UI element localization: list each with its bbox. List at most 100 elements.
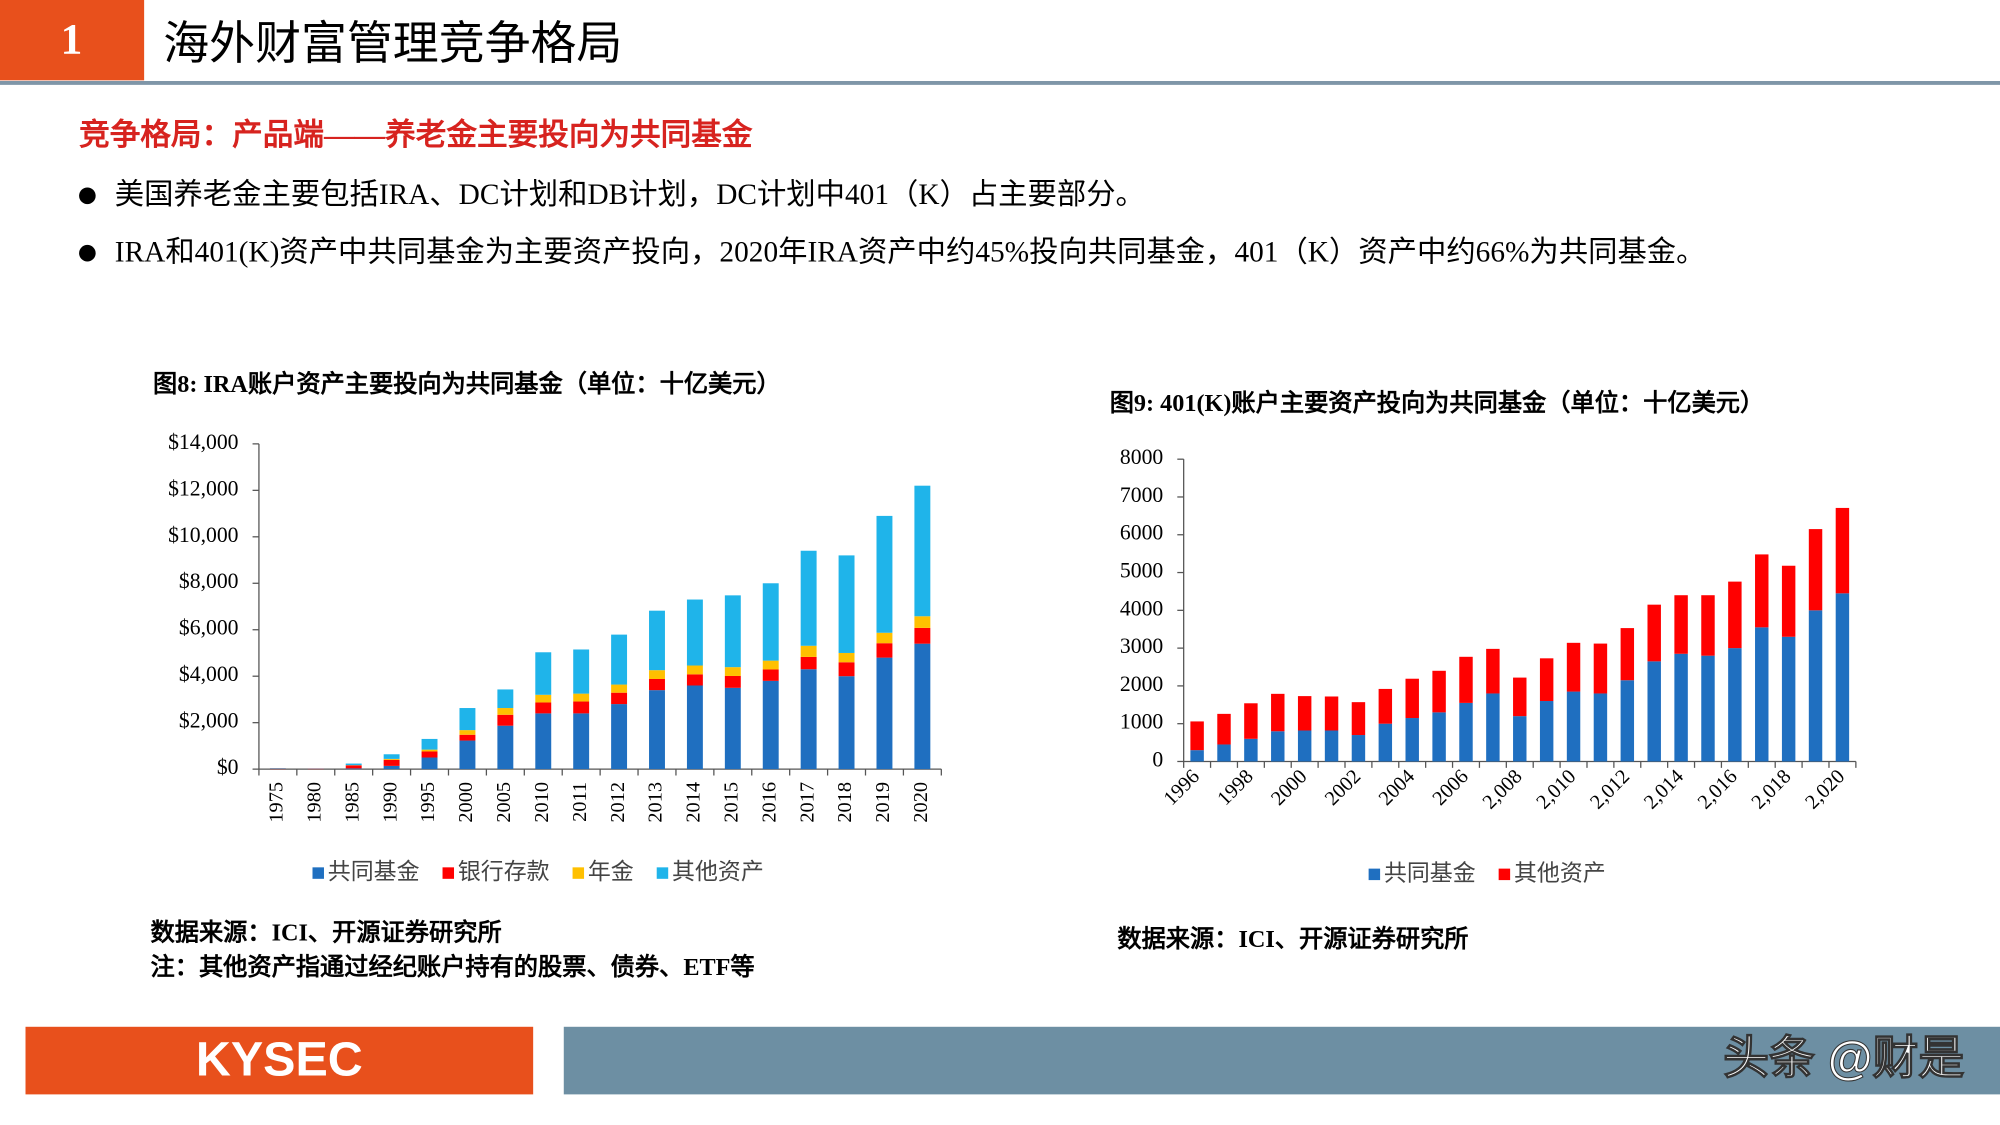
y-tick-label: $8,000 — [179, 569, 239, 593]
bar-segment — [762, 669, 779, 681]
bar-segment — [383, 765, 400, 770]
bar-segment — [611, 704, 628, 770]
bar-segment — [838, 676, 855, 770]
x-tick-label: 2,016 — [1694, 766, 1742, 814]
bar-segment — [1486, 693, 1500, 762]
bar-segment — [1647, 661, 1661, 762]
x-tick-label: 2,014 — [1640, 766, 1688, 814]
bar-segment — [421, 738, 438, 750]
legend-swatch — [442, 867, 455, 879]
bar-segment — [459, 734, 476, 741]
x-tick-label: 2017 — [796, 782, 818, 823]
y-tick-label: $6,000 — [179, 616, 239, 640]
bar-segment — [497, 708, 514, 715]
source: 数据来源：ICI、开源证券研究所 — [151, 919, 502, 947]
bar-segment — [1701, 595, 1715, 656]
bar-segment — [800, 669, 817, 770]
bullet-text: IRA和401(K)资产中共同基金为主要资产投向，2020年IRA资产中约45%… — [114, 235, 1706, 268]
bar-segment — [1432, 670, 1446, 713]
bar-segment — [914, 643, 931, 770]
bar-segment — [649, 690, 665, 770]
y-tick-label: $0 — [217, 755, 239, 779]
x-tick-label: 2015 — [721, 782, 743, 823]
x-tick-label: 2004 — [1375, 766, 1419, 810]
bar-segment — [724, 667, 741, 676]
bar-segment — [497, 714, 514, 726]
bar-segment — [649, 678, 665, 691]
x-tick-label: 2,012 — [1586, 766, 1634, 814]
bar-segment — [724, 687, 741, 770]
bar-segment — [459, 730, 476, 735]
bar-segment — [686, 665, 703, 675]
bar-segment — [1566, 642, 1581, 692]
bar-segment — [1566, 691, 1581, 762]
bar-segment — [573, 693, 590, 702]
bar-segment — [686, 685, 703, 770]
bar-segment — [497, 689, 514, 709]
section-number: 1 — [61, 15, 83, 63]
x-tick-label: 1990 — [379, 782, 401, 823]
bar-segment — [345, 763, 362, 766]
y-tick-label: $10,000 — [168, 523, 239, 547]
bar-segment — [1324, 696, 1339, 731]
section-title: 海外财富管理竞争格局 — [163, 18, 622, 69]
legend-swatch — [1498, 868, 1511, 881]
bar-segment — [459, 708, 476, 731]
legend-swatch — [572, 867, 585, 879]
bullet-text: 美国养老金主要包括IRA、DC计划和DB计划，DC计划中401（K）占主要部分。 — [114, 178, 1145, 211]
bar-segment — [1351, 702, 1366, 736]
legend-label: 其他资产 — [1514, 860, 1606, 885]
bar-segment — [1593, 643, 1608, 694]
bar-segment — [1593, 693, 1608, 762]
bar-segment — [762, 583, 779, 661]
bar-segment — [1728, 648, 1742, 762]
bar-segment — [1808, 610, 1823, 762]
x-tick-label: 2,018 — [1747, 766, 1795, 814]
bar-segment — [611, 684, 628, 693]
bar-segment — [535, 702, 552, 714]
bar-segment — [649, 670, 665, 679]
bullet: 美国养老金主要包括IRA、DC计划和DB计划，DC计划中401（K）占主要部分。 — [79, 175, 1916, 215]
footer-logo: KYSEC — [196, 1032, 363, 1086]
bar-segment — [1190, 750, 1204, 762]
bar-segment — [1378, 723, 1393, 762]
x-tick-label: 1998 — [1213, 766, 1257, 810]
bar-segment — [421, 749, 438, 752]
x-tick-label: 2014 — [683, 782, 705, 823]
bar-segment — [1781, 565, 1796, 637]
legend-swatch — [312, 867, 324, 879]
bar-segment — [1432, 712, 1446, 762]
y-tick-label: 0 — [1152, 747, 1163, 771]
x-tick-label: 2011 — [569, 782, 591, 822]
bar-segment — [1378, 688, 1393, 724]
bar-segment — [1271, 731, 1285, 762]
bar-segment — [1486, 648, 1500, 694]
bar-segment — [1244, 703, 1258, 739]
bar-segment — [383, 759, 400, 766]
bar-segment — [1835, 507, 1850, 594]
x-tick-label: 2000 — [1267, 766, 1311, 810]
bar-segment — [724, 595, 741, 668]
x-tick-label: 2010 — [531, 782, 553, 823]
bar-segment — [1513, 716, 1527, 762]
bar-segment — [649, 610, 665, 671]
bar-segment — [1217, 744, 1231, 762]
bar-segment — [876, 515, 893, 633]
bar-segment — [914, 616, 931, 628]
bar-segment — [838, 555, 855, 653]
x-tick-label: 2018 — [834, 782, 856, 823]
legend-label: 年金 — [588, 859, 634, 884]
x-tick-label: 2012 — [607, 782, 629, 823]
bar-segment — [1459, 656, 1473, 703]
header-block — [0, 0, 145, 81]
y-tick-label: 6000 — [1120, 521, 1164, 545]
bar-segment — [421, 751, 438, 758]
chart-title: 图8: IRA账户资产主要投向为共同基金（单位：十亿美元） — [153, 370, 781, 398]
bar-segment — [876, 632, 893, 644]
x-tick-label: 2006 — [1428, 766, 1472, 810]
bar-segment — [800, 656, 817, 670]
bar-segment — [876, 643, 893, 658]
x-tick-label: 1985 — [341, 782, 363, 823]
bar-segment — [686, 674, 703, 686]
bar-segment — [1217, 713, 1231, 745]
